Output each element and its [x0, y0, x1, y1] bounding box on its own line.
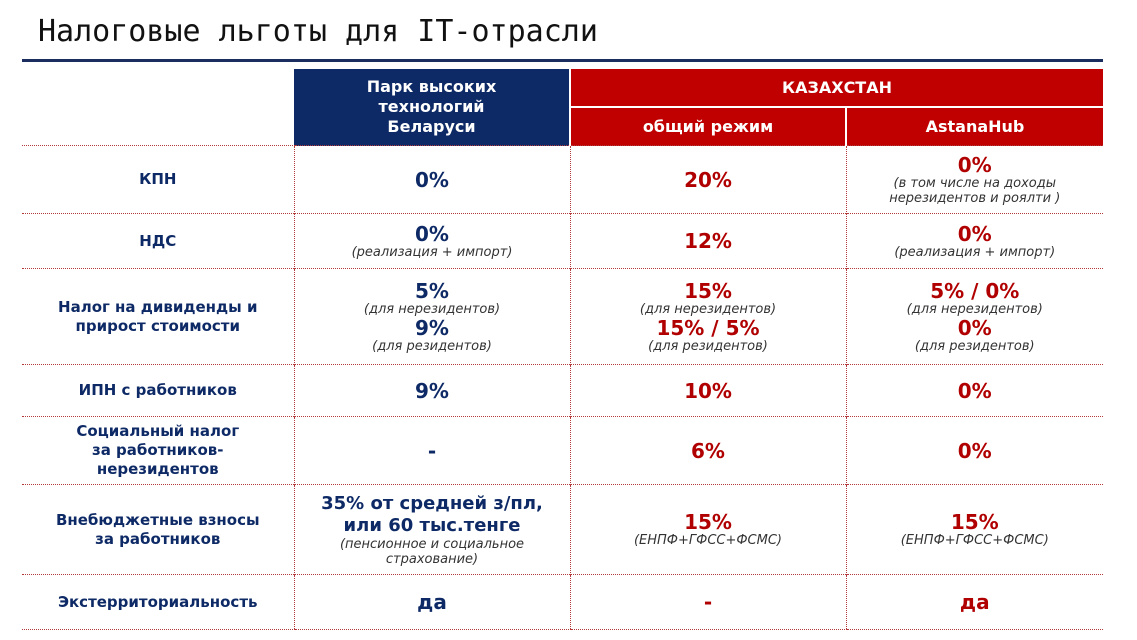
row-label-offbudget-line2: за работников [95, 529, 221, 548]
cell-kpn-belarus: 0% [293, 145, 570, 214]
cell-kpn-general: 20% [569, 145, 846, 214]
row-label-dividends-line1: Налог на дивиденды и [58, 297, 258, 316]
note-dividends-belarus-nonres: (для нерезидентов) [363, 301, 501, 317]
cell-social-general: 6% [569, 416, 846, 485]
note-dividends-general-res: (для резидентов) [648, 338, 768, 354]
table-row-offbudget: Внебюджетные взносы за работников 35% от… [22, 484, 1104, 575]
note-offbudget-astanahub: (ЕНПФ+ГФСС+ФСМС) [900, 533, 1049, 548]
cell-ipn-astanahub: 0% [845, 364, 1104, 417]
value-ipn-belarus: 9% [415, 378, 449, 403]
cell-nds-astanahub: 0% (реализация + импорт) [845, 213, 1104, 269]
value-exterritorial-belarus: да [417, 590, 447, 614]
value-ipn-astanahub: 0% [957, 378, 992, 403]
table-row-social-tax: Социальный налог за работников- нерезиде… [22, 416, 1104, 485]
cell-social-astanahub: 0% [845, 416, 1104, 485]
value-exterritorial-astanahub: да [959, 590, 990, 614]
note-offbudget-belarus-line2: страхование) [385, 551, 479, 567]
value-kpn-general: 20% [684, 167, 732, 192]
note-dividends-general-nonres: (для нерезидентов) [639, 301, 777, 317]
cell-dividends-astanahub: 5% / 0% (для нерезидентов) 0% (для резид… [845, 268, 1104, 365]
value-offbudget-belarus-line1: 35% от средней з/пл, [321, 492, 543, 514]
row-label-offbudget-line1: Внебюджетные взносы [55, 510, 260, 529]
table-row-ipn: ИПН с работников 9% 10% 0% [22, 364, 1104, 417]
page-title: Налоговые льготы для IT-отрасли [38, 14, 598, 49]
note-kpn-astanahub-line1: (в том числе на доходы [893, 175, 1057, 191]
header-astanahub: AstanaHub [846, 107, 1104, 146]
table-row-kpn: КПН 0% 20% 0% (в том числе на доходы нер… [22, 145, 1104, 214]
cell-offbudget-astanahub: 15% (ЕНПФ+ГФСС+ФСМС) [845, 484, 1104, 575]
note-nds-astanahub: (реализация + импорт) [894, 244, 1056, 260]
table-row-dividends: Налог на дивиденды и прирост стоимости 5… [22, 268, 1104, 365]
cell-offbudget-belarus: 35% от средней з/пл, или 60 тыс.тенге (п… [293, 484, 570, 575]
note-kpn-astanahub-line2: нерезидентов и роялти ) [889, 190, 1061, 206]
header-belarus-line3: Беларуси [387, 117, 476, 136]
row-label-dividends-line2: прирост стоимости [75, 316, 241, 335]
row-label-offbudget: Внебюджетные взносы за работников [22, 484, 294, 575]
header-general-regime: общий режим [570, 107, 847, 146]
cell-ipn-belarus: 9% [293, 364, 570, 417]
row-label-ipn: ИПН с работников [22, 364, 294, 417]
note-nds-belarus: (реализация + импорт) [351, 244, 513, 260]
header-belarus: Парк высоких технологий Беларуси [294, 69, 571, 146]
value-kpn-belarus: 0% [415, 167, 449, 192]
value-dividends-belarus-nonres: 5% [415, 278, 449, 303]
value-offbudget-astanahub: 15% [950, 510, 999, 534]
value-social-astanahub: 0% [957, 438, 992, 463]
value-exterritorial-general: - [703, 590, 713, 614]
value-dividends-belarus-res: 9% [415, 315, 449, 340]
cell-dividends-general: 15% (для нерезидентов) 15% / 5% (для рез… [569, 268, 846, 365]
cell-exterritorial-astanahub: да [845, 574, 1104, 630]
note-offbudget-general: (ЕНПФ+ГФСС+ФСМС) [633, 533, 783, 548]
value-offbudget-general: 15% [684, 510, 732, 534]
value-offbudget-belarus-line2: или 60 тыс.тенге [343, 514, 521, 536]
value-nds-belarus: 0% [415, 221, 449, 246]
value-nds-astanahub: 0% [957, 221, 992, 246]
value-social-belarus: - [427, 438, 437, 463]
note-dividends-belarus-res: (для резидентов) [372, 338, 492, 354]
row-label-social-line1: Социальный налог [76, 422, 240, 440]
row-label-social-tax: Социальный налог за работников- нерезиде… [22, 416, 294, 485]
header-belarus-line2: технологий [378, 97, 485, 116]
cell-nds-general: 12% [569, 213, 846, 269]
cell-exterritorial-general: - [569, 574, 846, 630]
cell-dividends-belarus: 5% (для нерезидентов) 9% (для резидентов… [293, 268, 570, 365]
header-kazakhstan: КАЗАХСТАН [570, 69, 1104, 108]
row-label-nds: НДС [22, 213, 294, 269]
value-social-general: 6% [691, 438, 725, 463]
value-dividends-general-nonres: 15% [684, 278, 732, 303]
cell-offbudget-general: 15% (ЕНПФ+ГФСС+ФСМС) [569, 484, 846, 575]
row-label-exterritorial: Экстерриториальность [22, 574, 294, 630]
cell-exterritorial-belarus: да [293, 574, 570, 630]
value-dividends-general-res: 15% / 5% [656, 315, 760, 340]
title-underline [22, 59, 1103, 62]
value-dividends-astanahub-res: 0% [957, 315, 992, 340]
cell-kpn-astanahub: 0% (в том числе на доходы нерезидентов и… [845, 145, 1104, 214]
note-dividends-astanahub-nonres: (для нерезидентов) [906, 301, 1043, 317]
value-dividends-astanahub-nonres: 5% / 0% [930, 278, 1020, 303]
row-label-dividends: Налог на дивиденды и прирост стоимости [22, 268, 294, 365]
row-label-kpn: КПН [22, 145, 294, 214]
row-label-social-line2: за работников- [92, 441, 224, 459]
row-label-social-line3: нерезидентов [96, 460, 219, 478]
header-belarus-line1: Парк высоких [366, 77, 497, 96]
value-nds-general: 12% [684, 229, 732, 253]
cell-ipn-general: 10% [569, 364, 846, 417]
note-offbudget-belarus-line1: (пенсионное и социальное [339, 536, 525, 552]
cell-nds-belarus: 0% (реализация + импорт) [293, 213, 570, 269]
tax-comparison-table: Парк высоких технологий Беларуси КАЗАХСТ… [22, 69, 1104, 630]
table-row-exterritorial: Экстерриториальность да - да [22, 574, 1104, 630]
note-dividends-astanahub-res: (для резидентов) [914, 338, 1035, 354]
table-row-nds: НДС 0% (реализация + импорт) 12% 0% (реа… [22, 213, 1104, 269]
cell-social-belarus: - [293, 416, 570, 485]
value-kpn-astanahub: 0% [957, 152, 992, 177]
corner-blank-cell [22, 69, 294, 146]
value-ipn-general: 10% [684, 378, 732, 403]
